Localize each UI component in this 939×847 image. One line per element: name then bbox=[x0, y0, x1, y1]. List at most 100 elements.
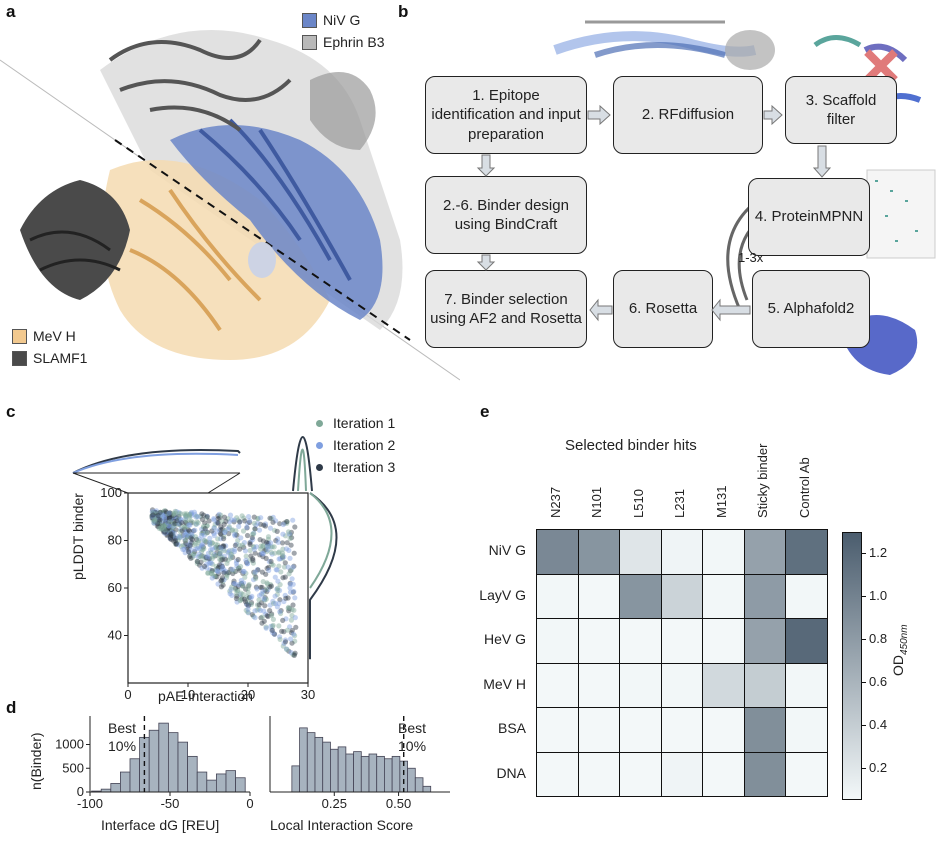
data-point bbox=[215, 581, 221, 587]
data-point bbox=[268, 544, 274, 550]
data-point bbox=[261, 608, 267, 614]
data-point bbox=[209, 567, 215, 574]
data-point bbox=[219, 577, 225, 583]
data-point bbox=[271, 600, 277, 606]
data-point bbox=[289, 627, 295, 634]
data-point bbox=[157, 512, 163, 519]
data-point bbox=[218, 545, 224, 551]
data-point bbox=[161, 523, 167, 529]
data-point bbox=[166, 512, 172, 518]
data-point bbox=[245, 606, 251, 612]
x-tick-label: 0 bbox=[124, 687, 131, 702]
data-point bbox=[173, 541, 179, 547]
data-point bbox=[211, 516, 217, 522]
data-point bbox=[258, 584, 264, 590]
data-point bbox=[226, 569, 232, 575]
zoom-line bbox=[207, 472, 241, 494]
data-point bbox=[236, 523, 242, 529]
data-point bbox=[261, 597, 268, 603]
data-point bbox=[203, 554, 209, 561]
data-point bbox=[185, 531, 191, 537]
heatmap-cell bbox=[743, 662, 786, 708]
data-point bbox=[149, 513, 155, 519]
density-curve bbox=[309, 492, 333, 589]
data-point bbox=[192, 534, 198, 540]
data-point bbox=[208, 547, 214, 553]
density-curve bbox=[297, 448, 307, 492]
data-point bbox=[218, 512, 224, 518]
data-point bbox=[153, 515, 159, 521]
data-point bbox=[219, 563, 225, 570]
data-point bbox=[165, 522, 171, 528]
data-point bbox=[272, 631, 278, 637]
data-point bbox=[221, 533, 227, 539]
data-point bbox=[182, 511, 188, 517]
data-point bbox=[214, 574, 220, 580]
data-point bbox=[217, 531, 224, 537]
data-point bbox=[256, 602, 262, 608]
heatmap-cell bbox=[785, 662, 828, 708]
data-point bbox=[171, 518, 177, 524]
data-point bbox=[195, 554, 201, 560]
data-point bbox=[292, 638, 298, 644]
data-point bbox=[259, 614, 265, 620]
data-point bbox=[182, 543, 188, 549]
data-point bbox=[193, 546, 199, 552]
data-point bbox=[159, 524, 165, 530]
data-point bbox=[265, 540, 271, 546]
data-point bbox=[176, 533, 182, 539]
data-point bbox=[151, 510, 157, 516]
data-point bbox=[212, 545, 218, 551]
data-point bbox=[152, 518, 158, 524]
data-point bbox=[289, 607, 295, 613]
data-point bbox=[152, 519, 159, 526]
data-point bbox=[240, 528, 247, 534]
data-point bbox=[186, 549, 192, 555]
data-point bbox=[209, 540, 215, 546]
data-point bbox=[280, 546, 286, 552]
histogram-bar bbox=[167, 732, 179, 793]
data-point bbox=[290, 581, 296, 587]
data-point bbox=[242, 599, 249, 605]
data-point bbox=[265, 544, 272, 550]
data-point bbox=[206, 518, 212, 524]
data-point bbox=[241, 515, 247, 521]
data-point bbox=[209, 546, 216, 552]
data-point bbox=[149, 515, 155, 521]
data-point bbox=[186, 528, 192, 534]
data-point bbox=[161, 522, 167, 528]
data-point bbox=[156, 517, 162, 523]
data-point bbox=[229, 584, 235, 590]
data-point bbox=[152, 517, 158, 523]
data-point bbox=[177, 528, 183, 534]
data-point bbox=[287, 568, 294, 574]
data-point bbox=[173, 514, 179, 520]
data-point bbox=[206, 561, 212, 567]
data-point bbox=[248, 595, 254, 601]
data-point bbox=[205, 570, 211, 576]
data-point bbox=[152, 516, 158, 522]
heatmap-cell bbox=[619, 707, 662, 753]
data-point bbox=[218, 553, 224, 560]
hist-left-xlabel: Interface dG [REU] bbox=[101, 817, 220, 833]
data-point bbox=[162, 523, 168, 530]
data-point bbox=[151, 517, 157, 523]
data-point bbox=[250, 613, 257, 619]
data-point bbox=[291, 563, 297, 569]
data-point bbox=[286, 605, 293, 612]
data-point bbox=[268, 549, 274, 555]
data-point bbox=[218, 524, 224, 530]
data-point bbox=[179, 520, 185, 526]
data-point bbox=[188, 518, 194, 524]
data-point bbox=[178, 519, 184, 525]
data-point bbox=[239, 542, 246, 548]
heatmap-cell bbox=[660, 751, 703, 797]
data-point bbox=[166, 510, 172, 516]
data-point bbox=[277, 556, 283, 562]
data-point bbox=[200, 537, 206, 543]
data-point bbox=[274, 591, 280, 598]
data-point bbox=[204, 523, 210, 529]
data-point bbox=[162, 520, 168, 527]
data-point bbox=[161, 525, 167, 532]
data-point bbox=[218, 531, 224, 537]
